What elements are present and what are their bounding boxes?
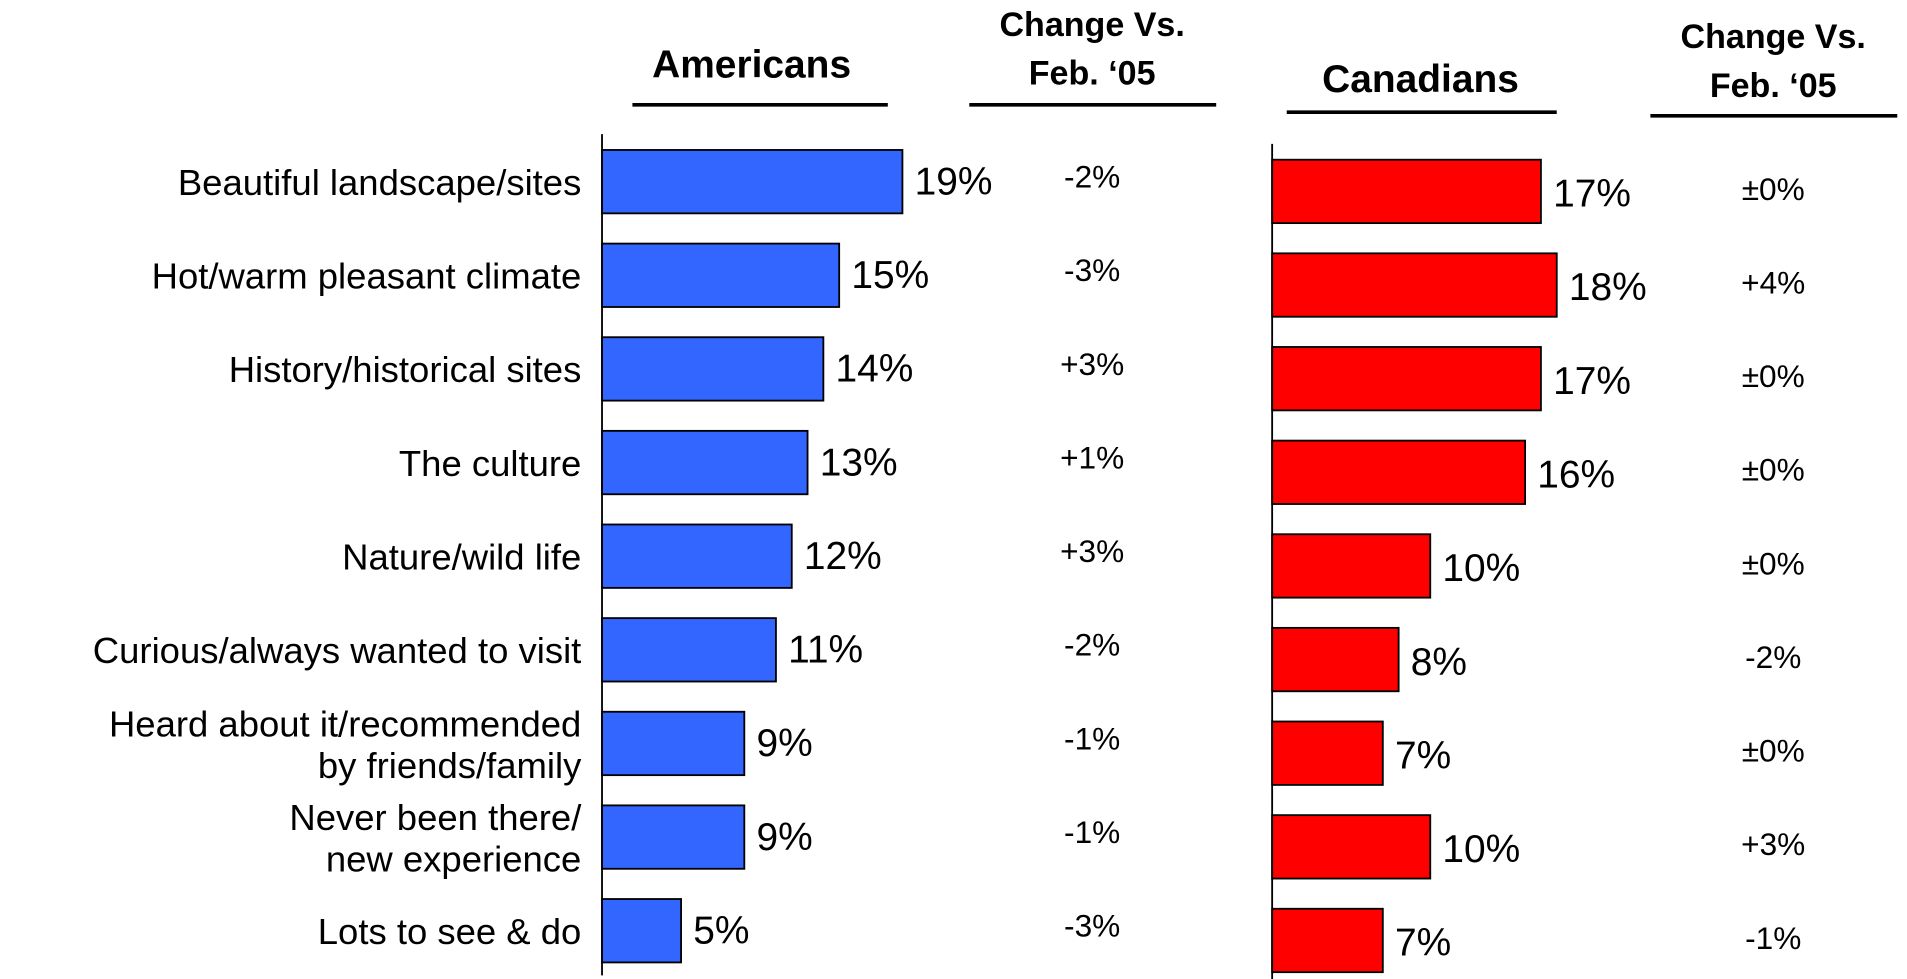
- change-label: -1%: [1064, 720, 1120, 756]
- change-label: ±0%: [1742, 452, 1805, 488]
- value-label: 17%: [1553, 360, 1631, 403]
- bar: [601, 804, 746, 870]
- change-label: ±0%: [1742, 733, 1805, 769]
- change-header: Change Vs. Feb. ‘05: [999, 6, 1184, 93]
- bar: [601, 617, 777, 683]
- change-label: -2%: [1745, 639, 1801, 675]
- bar: [601, 336, 825, 402]
- change-label: +1%: [1060, 439, 1124, 475]
- bar: [601, 898, 682, 964]
- value-label: 13%: [820, 441, 898, 484]
- change-header: Change Vs. Feb. ‘05: [1681, 18, 1866, 105]
- value-label: 18%: [1569, 266, 1647, 309]
- change-label: ±0%: [1742, 545, 1805, 581]
- bar: [601, 523, 793, 589]
- value-label: 9%: [756, 816, 812, 859]
- series-header: Americans: [652, 43, 851, 86]
- bar: [601, 242, 841, 308]
- bar: [1271, 252, 1558, 318]
- value-label: 17%: [1553, 173, 1631, 216]
- change-label: +4%: [1741, 264, 1805, 300]
- value-label: 11%: [788, 629, 863, 672]
- value-label: 7%: [1395, 734, 1451, 777]
- bar: [1271, 814, 1432, 880]
- bar: [1271, 533, 1432, 599]
- value-label: 19%: [915, 160, 993, 203]
- value-label: 5%: [693, 909, 749, 952]
- value-label: 7%: [1395, 922, 1451, 965]
- category-label: Nature/wild life: [342, 536, 581, 577]
- category-label: Beautiful landscape/sites: [178, 162, 581, 203]
- value-label: 16%: [1537, 453, 1615, 496]
- change-label: ±0%: [1742, 358, 1805, 394]
- value-label: 15%: [851, 254, 929, 297]
- category-label: History/historical sites: [229, 349, 582, 390]
- value-label: 8%: [1411, 641, 1467, 684]
- change-label: -2%: [1064, 627, 1120, 663]
- bar: [1271, 626, 1400, 693]
- category-label: Hot/warm pleasant climate: [152, 256, 582, 297]
- bar: [1271, 158, 1542, 225]
- bar: [1271, 720, 1384, 786]
- category-label: Curious/always wanted to visit: [93, 630, 582, 671]
- change-label: +3%: [1741, 826, 1805, 862]
- bar: [1271, 346, 1542, 412]
- change-label: -1%: [1745, 920, 1801, 956]
- value-label: 9%: [756, 722, 812, 765]
- change-label: -1%: [1064, 814, 1120, 850]
- value-label: 10%: [1442, 547, 1520, 590]
- change-label: -3%: [1064, 252, 1120, 288]
- change-label: ±0%: [1742, 171, 1805, 207]
- category-label: The culture: [399, 443, 581, 484]
- series-header: Canadians: [1322, 58, 1519, 101]
- bar: [601, 429, 809, 496]
- value-label: 12%: [804, 535, 882, 578]
- category-label: Lots to see & do: [318, 911, 582, 952]
- category-label: Never been there/new experience: [289, 797, 582, 880]
- change-label: +3%: [1060, 346, 1124, 382]
- value-label: 10%: [1442, 828, 1520, 871]
- change-label: -2%: [1064, 159, 1120, 195]
- bar: [601, 710, 746, 777]
- category-label: Heard about it/recommended by friends/fam…: [109, 703, 582, 786]
- change-label: -3%: [1064, 908, 1120, 944]
- bar: [1271, 907, 1384, 974]
- bar: [1271, 439, 1527, 505]
- bar: [601, 149, 904, 215]
- change-label: +3%: [1060, 533, 1124, 569]
- value-label: 14%: [836, 348, 914, 391]
